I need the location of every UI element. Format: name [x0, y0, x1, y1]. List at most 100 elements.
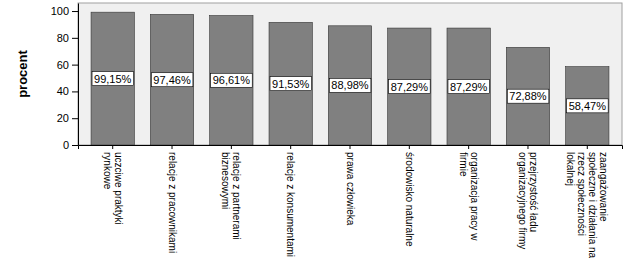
y-tick: 40 [57, 85, 78, 97]
data-label-text: 99,15% [94, 73, 132, 85]
y-tick-mark [72, 91, 78, 92]
bar [269, 22, 312, 145]
y-tick: 20 [57, 112, 78, 124]
y-tick-mark [72, 145, 78, 146]
data-label-box [92, 72, 134, 86]
x-tick-label-line: organizacyjnego firmy [517, 152, 528, 249]
y-axis-title: procent [15, 49, 30, 97]
x-tick-label-line: przejrzystość ładu [528, 152, 539, 232]
bar [210, 16, 253, 145]
x-tick-label-line: uczciwe praktyki [113, 152, 124, 225]
y-tick-label: 0 [63, 139, 69, 151]
data-label-box [329, 78, 371, 92]
x-tick-label-line: zaangażowanie [598, 152, 609, 222]
x-tick-label-line: relacje z konsumentami [285, 152, 296, 257]
x-tick-label-line: relacje z partnerami [231, 152, 242, 240]
data-label: 96,61% [211, 73, 253, 87]
x-tick: relacje z pracownikami [167, 145, 178, 253]
x-tick-label: organizacja pracy wfirmie [458, 152, 480, 241]
data-label-box [448, 80, 490, 94]
x-tick-label: prawa człowieka [345, 152, 356, 226]
x-tick-mark [231, 145, 232, 149]
y-tick: 0 [63, 139, 78, 151]
x-tick-label: środowisko naturalne [404, 152, 415, 247]
x-tick: relacje z partneramibiznesowymi [220, 145, 242, 240]
data-label: 72,88% [507, 89, 549, 103]
bar [388, 28, 431, 145]
x-tick-label-line: lokalnej [565, 152, 576, 186]
x-tick-label-line: firmie [458, 152, 469, 177]
x-tick-mark [112, 145, 113, 149]
x-tick-mark [587, 145, 588, 149]
x-tick-label-line: organizacja pracy w [469, 152, 480, 241]
chart: 0 20 40 60 80 100 uczciwe praktykirynkowe relac… [0, 0, 626, 267]
data-label: 87,29% [389, 80, 431, 94]
x-tick: organizacja pracy wfirmie [458, 145, 480, 241]
plot-background [78, 3, 622, 145]
data-labels: 99,15% 97,46% 96,61% 91,53% 88,98% 87,29% 87,2… [92, 72, 608, 113]
x-tick-label: relacje z partneramibiznesowymi [220, 152, 242, 240]
data-label: 91,53% [270, 77, 312, 91]
x-tick-mark [409, 145, 410, 149]
x-tick-mark [172, 145, 173, 149]
y-tick-label: 60 [57, 59, 69, 71]
x-tick-label-line: biznesowymi [220, 152, 231, 209]
x-tick-label-line: środowisko naturalne [404, 152, 415, 247]
data-label-box [270, 77, 312, 91]
x-tick-label-line: rynkowe [102, 152, 113, 190]
x-tick-label: uczciwe praktykirynkowe [102, 152, 124, 225]
x-tick: prawa człowieka [345, 145, 356, 226]
x-axis-line [79, 146, 623, 150]
y-axis-line [78, 4, 79, 146]
data-label-box [389, 80, 431, 94]
data-label-box [507, 89, 549, 103]
data-label-box [151, 73, 193, 87]
data-label-text: 88,98% [331, 79, 369, 91]
y-tick-mark [72, 11, 78, 12]
bar [150, 14, 193, 145]
data-label: 87,29% [448, 80, 490, 94]
x-tick: relacje z konsumentami [285, 145, 296, 257]
x-axis: uczciwe praktykirynkowe relacje z pracown… [79, 145, 623, 259]
x-tick: przejrzystość ładuorganizacyjnego firmy [517, 145, 539, 249]
bars [91, 12, 609, 145]
data-label-text: 96,61% [213, 74, 251, 86]
y-tick-label: 40 [57, 85, 69, 97]
x-tick-label: relacje z pracownikami [167, 152, 178, 253]
x-tick-mark [527, 145, 528, 149]
bar [506, 47, 549, 145]
x-tick-label-line: relacje z pracownikami [167, 152, 178, 253]
y-tick: 80 [57, 32, 78, 44]
data-label-text: 97,46% [153, 74, 191, 86]
data-label-text: 87,29% [450, 81, 488, 93]
data-label: 58,47% [567, 99, 609, 113]
x-tick-label-line: prawa człowieka [345, 152, 356, 226]
data-label-text: 58,47% [569, 100, 607, 112]
data-label-box [211, 73, 253, 87]
y-tick: 60 [57, 59, 78, 71]
bar [566, 67, 609, 145]
x-tick-mark [468, 145, 469, 149]
bar [328, 26, 371, 145]
data-label: 88,98% [329, 78, 371, 92]
y-tick-label: 100 [51, 5, 69, 17]
y-tick-label: 20 [57, 112, 69, 124]
bar [447, 28, 490, 145]
y-tick-mark [72, 118, 78, 119]
x-tick-mark [350, 145, 351, 149]
x-tick-mark [290, 145, 291, 149]
x-tick-label-line: rzecz społeczności [576, 152, 587, 236]
x-tick-label: zaangażowaniespołeczne i działania narze… [565, 152, 609, 259]
y-tick: 100 [51, 5, 78, 17]
x-tick-label: przejrzystość ładuorganizacyjnego firmy [517, 152, 539, 249]
data-label-text: 87,29% [391, 81, 429, 93]
data-label: 97,46% [151, 73, 193, 87]
data-label-text: 91,53% [272, 78, 310, 90]
x-tick-label-line: społeczne i działania na [587, 152, 598, 259]
data-label: 99,15% [92, 72, 134, 86]
x-tick: uczciwe praktykirynkowe [102, 145, 124, 225]
data-label-box [567, 99, 609, 113]
x-tick: środowisko naturalne [404, 145, 415, 247]
x-tick: zaangażowaniespołeczne i działania narze… [565, 145, 609, 259]
y-tick-mark [72, 65, 78, 66]
